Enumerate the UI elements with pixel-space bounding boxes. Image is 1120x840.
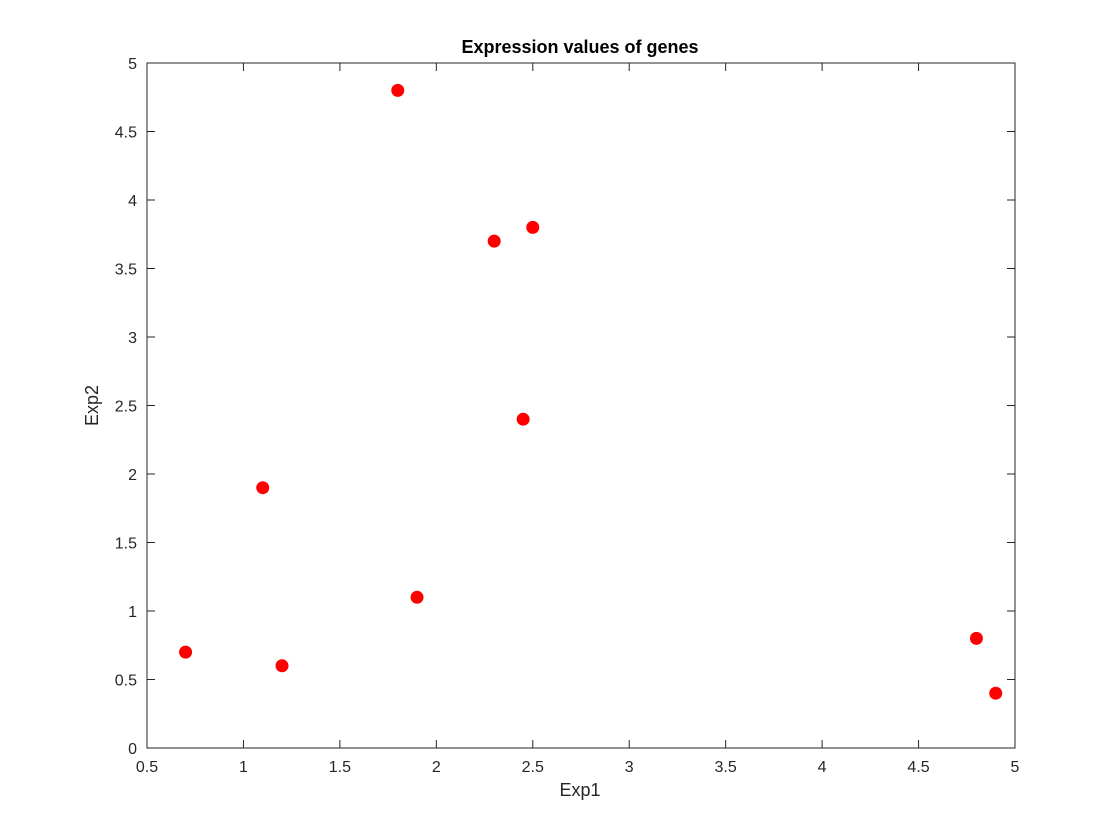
- y-tick-label: 2: [128, 467, 137, 484]
- y-tick-label: 2.5: [115, 399, 137, 416]
- y-tick-label: 4: [128, 193, 137, 210]
- x-tick-label: 0.5: [136, 759, 158, 776]
- data-point: [969, 631, 983, 645]
- data-point: [256, 481, 270, 495]
- data-point: [989, 686, 1003, 700]
- x-tick-label: 4: [818, 759, 827, 776]
- x-tick-label: 2: [432, 759, 441, 776]
- y-tick-label: 1: [128, 604, 137, 621]
- data-point: [391, 83, 405, 97]
- y-axis: 0 0.5 1 1.5 2 2.5 3 3.5 4 4.5 5: [115, 56, 1015, 758]
- data-points: [179, 83, 1003, 700]
- y-tick-label: 0: [128, 741, 137, 758]
- data-point: [516, 412, 530, 426]
- x-tick-label: 4.5: [907, 759, 929, 776]
- x-tick-label: 1.5: [329, 759, 351, 776]
- x-tick-label: 2.5: [522, 759, 544, 776]
- x-tick-label: 3: [625, 759, 634, 776]
- y-tick-label: 4.5: [115, 125, 137, 142]
- plot-area: [146, 62, 1016, 749]
- y-tick-label: 3: [128, 330, 137, 347]
- data-point: [487, 234, 501, 248]
- x-axis-label: Exp1: [559, 780, 600, 800]
- chart-title: Expression values of genes: [461, 37, 698, 57]
- y-axis-label: Exp2: [82, 385, 102, 426]
- y-tick-label: 0.5: [115, 673, 137, 690]
- y-tick-label: 1.5: [115, 536, 137, 553]
- x-tick-label: 3.5: [715, 759, 737, 776]
- data-point: [179, 645, 193, 659]
- x-axis: 0.5 1 1.5 2 2.5 3 3.5 4 4.5 5: [136, 63, 1020, 776]
- data-point: [410, 590, 424, 604]
- data-point: [275, 659, 289, 673]
- x-tick-label: 5: [1011, 759, 1020, 776]
- y-tick-label: 5: [128, 56, 137, 73]
- y-tick-label: 3.5: [115, 262, 137, 279]
- data-point: [526, 220, 540, 234]
- x-tick-label: 1: [239, 759, 248, 776]
